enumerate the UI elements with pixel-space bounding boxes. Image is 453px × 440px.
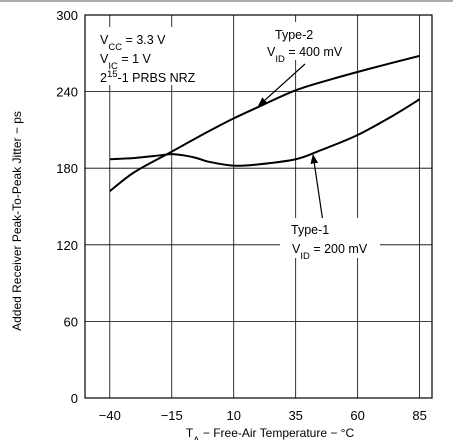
plot-frame bbox=[84, 14, 433, 399]
tick-labels: 0 60 120 180 240 300 −40 −15 10 35 60 85 bbox=[56, 8, 427, 423]
series-lines bbox=[109, 54, 421, 223]
y-tick-label: 300 bbox=[56, 8, 78, 23]
x-tick-label: −15 bbox=[161, 408, 183, 423]
condition-vic: VIC = 1 V bbox=[100, 52, 152, 72]
y-tick-label: 60 bbox=[64, 314, 78, 329]
x-tick-label: 10 bbox=[226, 408, 240, 423]
x-tick-label: 60 bbox=[350, 408, 364, 423]
type1-leader-arrow bbox=[310, 153, 324, 223]
series-line-type2 bbox=[109, 54, 420, 192]
type2-vid-label: VID = 400 mV bbox=[267, 45, 343, 65]
y-tick-label: 240 bbox=[56, 85, 78, 100]
y-axis-title: Added Receiver Peak-To-Peak Jitter − ps bbox=[10, 111, 24, 331]
x-tick-label: 85 bbox=[412, 408, 426, 423]
type2-leader-arrow bbox=[257, 63, 306, 107]
condition-prbs: 215-1 PRBS NRZ bbox=[100, 69, 196, 86]
type1-label-bg bbox=[280, 218, 380, 258]
x-tick-label: 35 bbox=[288, 408, 302, 423]
type1-vid-label: VID = 200 mV bbox=[292, 242, 368, 262]
y-tick-label: 0 bbox=[71, 391, 78, 406]
y-tick-label: 180 bbox=[56, 161, 78, 176]
series-line-type1 bbox=[109, 98, 421, 167]
x-axis-title: TA − Free-Air Temperature − °C bbox=[186, 426, 355, 440]
conditions-box bbox=[92, 27, 208, 85]
y-tick-label: 120 bbox=[56, 238, 78, 253]
condition-vcc: VCC = 3.3 V bbox=[100, 33, 166, 53]
type1-label: Type-1 bbox=[291, 223, 329, 237]
type2-label-bg bbox=[268, 22, 354, 60]
type2-label: Type-2 bbox=[275, 28, 313, 42]
x-tick-label: −40 bbox=[99, 408, 121, 423]
